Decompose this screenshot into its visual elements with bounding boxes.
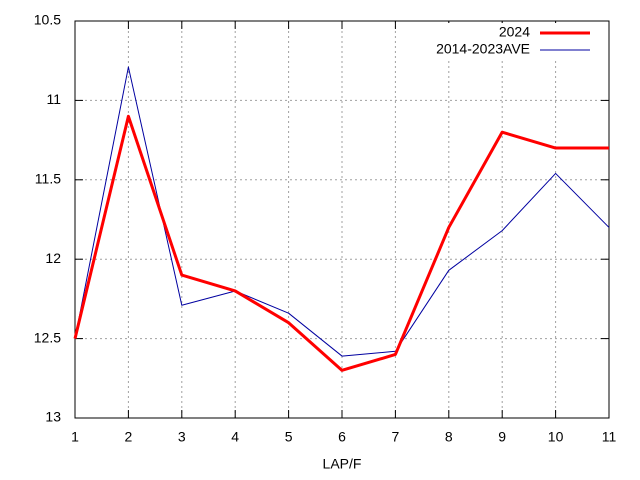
x-tick-label: 3: [178, 429, 186, 445]
x-tick-label: 8: [445, 429, 453, 445]
y-tick-label: 12.5: [34, 329, 61, 345]
legend-label: 2024: [499, 24, 530, 40]
x-tick-label: 1: [71, 429, 79, 445]
y-tick-label: 11: [46, 91, 61, 107]
x-tick-label: 4: [231, 429, 239, 445]
x-tick-label: 6: [338, 429, 346, 445]
data-line: [73, 114, 609, 372]
y-tick-label: 10.5: [34, 12, 61, 28]
x-tick-label: 11: [602, 429, 617, 445]
x-tick-label: 9: [498, 429, 506, 445]
y-tick-label: 13: [45, 409, 61, 425]
y-tick-label: 11.5: [35, 171, 61, 187]
legend-box: [415, 23, 607, 61]
plot-frame: [74, 20, 610, 419]
y-tick-label: 12: [45, 250, 61, 266]
x-tick-label: 10: [548, 429, 564, 445]
legend-label: 2014-2023AVE: [436, 41, 530, 57]
x-axis-label: LAP/F: [323, 456, 362, 472]
x-tick-label: 2: [125, 429, 133, 445]
x-tick-label: 5: [285, 429, 293, 445]
x-tick-label: 7: [392, 429, 400, 445]
